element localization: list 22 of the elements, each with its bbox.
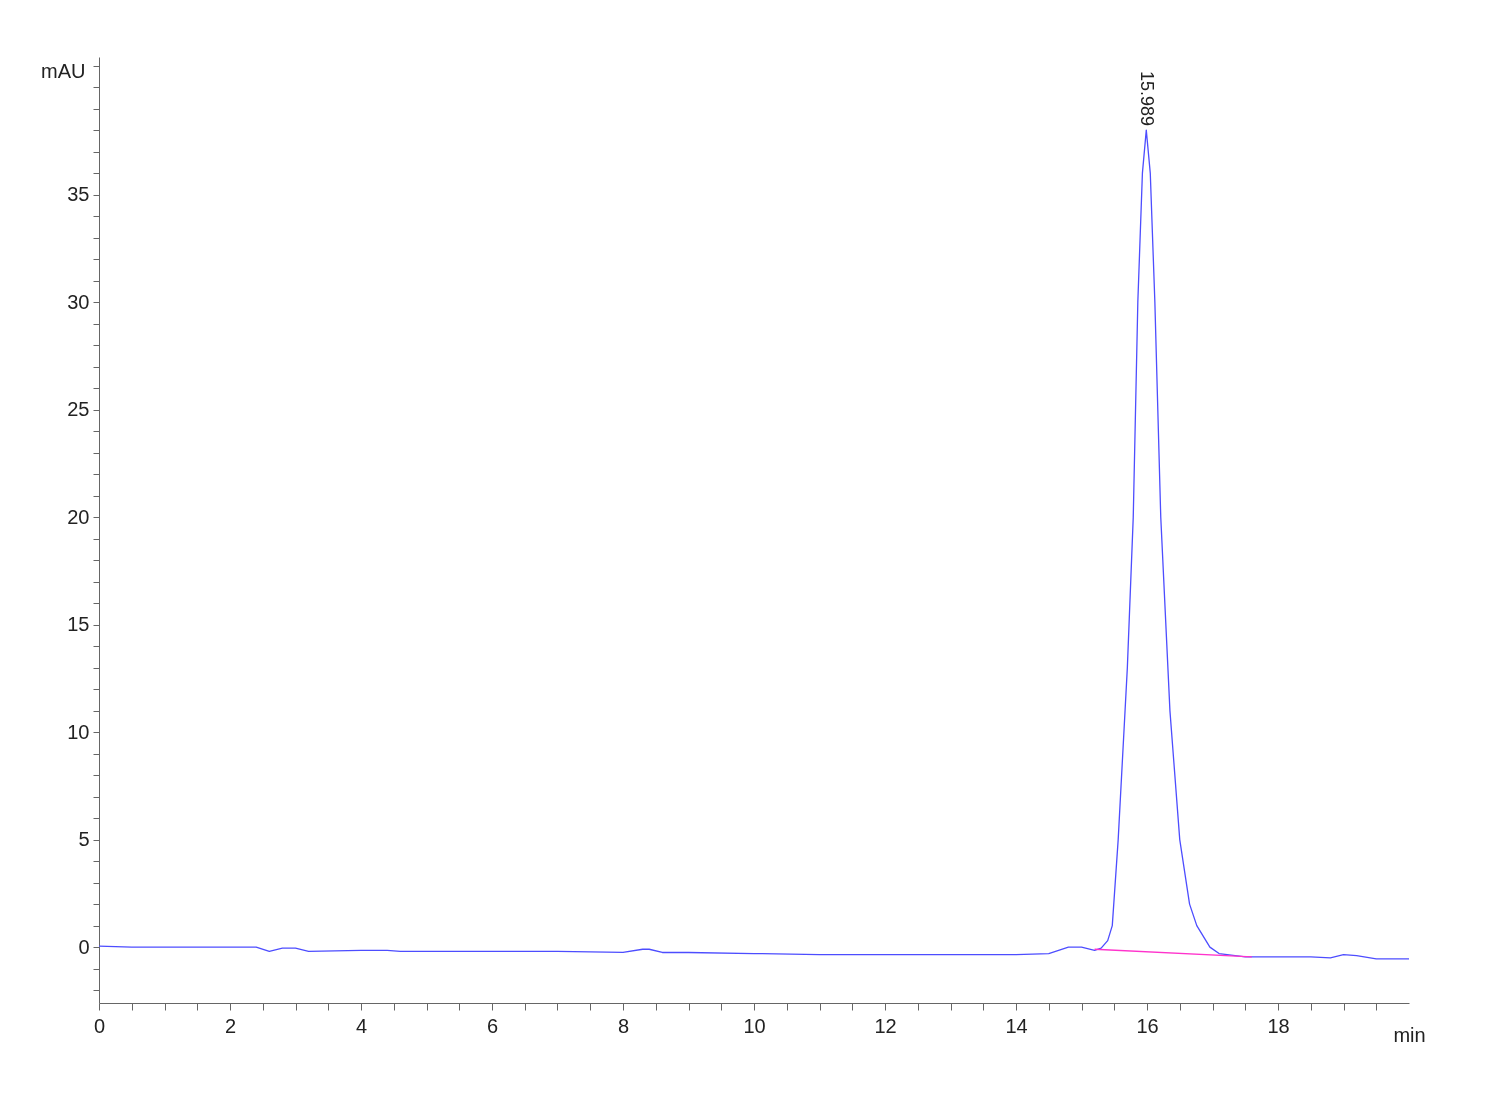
y-tick-label: 15 [67, 613, 90, 636]
x-tick-label: 4 [355, 1014, 368, 1037]
x-tick-label: 6 [486, 1014, 499, 1037]
annotation: 15.989 [1137, 71, 1158, 127]
y-tick-label: 30 [67, 290, 90, 313]
x-tick-label: 10 [743, 1014, 766, 1037]
y-tick-label: 0 [78, 935, 90, 958]
x-tick-label: 12 [874, 1014, 897, 1037]
x-tick-label: 2 [224, 1014, 237, 1037]
y-tick-label: 5 [78, 828, 90, 851]
x-tick-label: 14 [1005, 1014, 1028, 1037]
x-tick-label: 8 [617, 1014, 630, 1037]
y-tick-label: 25 [67, 398, 90, 421]
y-axis-title: mAU [41, 59, 86, 82]
y-tick-label: 35 [67, 183, 90, 206]
line-series [99, 129, 1409, 960]
x-tick-label: 0 [93, 1014, 106, 1037]
x-tick-label: 18 [1267, 1014, 1290, 1037]
y-tick-label: 10 [67, 720, 90, 743]
y-tick-label: 20 [67, 505, 90, 528]
x-tick-label: 16 [1136, 1014, 1159, 1037]
x-axis-title: min [1393, 1023, 1426, 1046]
